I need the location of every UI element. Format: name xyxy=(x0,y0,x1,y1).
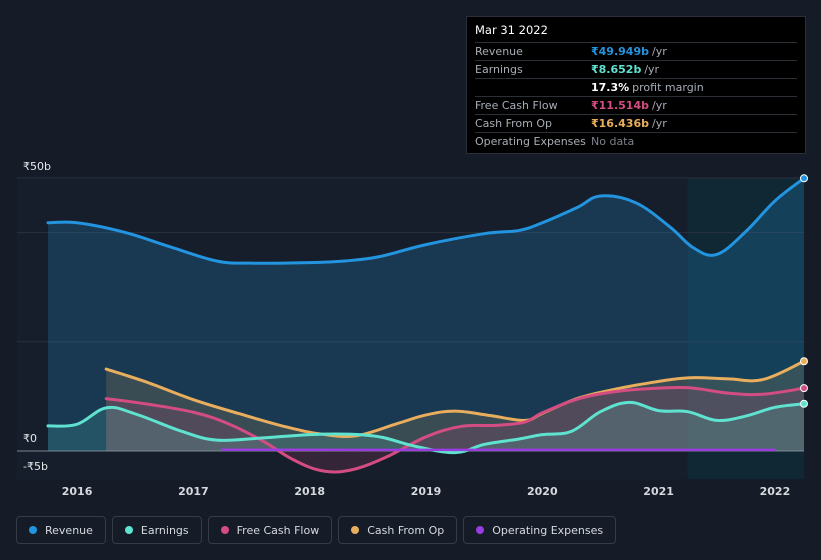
tooltip-row-value: ₹49.949b xyxy=(591,45,649,58)
x-axis-labels: 2016 2017 2018 2019 2020 2021 2022 xyxy=(62,485,790,498)
x-tick-label: 2018 xyxy=(294,485,325,498)
tooltip-row: Cash From Op ₹16.436b/yr xyxy=(475,114,797,132)
x-tick-label: 2017 xyxy=(178,485,209,498)
legend-label: Operating Expenses xyxy=(492,523,604,537)
legend-dot-icon xyxy=(29,526,37,534)
tooltip-row-unit: /yr xyxy=(651,99,667,112)
legend-dot-icon xyxy=(124,526,133,534)
tooltip-row-unit: /yr xyxy=(651,117,667,130)
tooltip-row-value: ₹8.652b xyxy=(591,63,642,76)
tooltip-row-label: Revenue xyxy=(475,45,523,58)
revenue-line xyxy=(46,176,806,265)
hover-tooltip: Mar 31 2022 Revenue ₹49.949b/yr Earnings ₹8… xyxy=(466,16,806,154)
forecast-highlight-region xyxy=(687,178,804,479)
free-cash-flow-end-point xyxy=(800,384,808,393)
series-end-markers xyxy=(800,174,808,408)
tooltip-row: 17.3% profit margin xyxy=(475,78,797,96)
y-tick-label: ₹0 xyxy=(23,432,37,445)
x-tick-label: 2021 xyxy=(643,485,674,498)
tooltip-row-label: Free Cash Flow xyxy=(475,99,558,112)
tooltip-row-label: Earnings xyxy=(475,63,523,76)
revenue-end-point xyxy=(800,174,808,183)
legend-item-revenue[interactable]: Revenue xyxy=(16,516,106,544)
tooltip-row-unit: profit margin xyxy=(632,81,704,94)
x-tick-label: 2020 xyxy=(527,485,558,498)
tooltip-date: Mar 31 2022 xyxy=(475,23,548,37)
tooltip-row-value: 17.3% xyxy=(591,81,630,94)
legend-label: Earnings xyxy=(140,523,189,537)
legend-item-earnings[interactable]: Earnings xyxy=(111,516,202,544)
tooltip-row-value: No data xyxy=(591,135,635,148)
chart-area: ₹50b ₹0 -₹5b 2016 2017 2018 2019 2020 2021 2022 xyxy=(17,160,808,498)
legend-dot-icon xyxy=(220,526,229,534)
legend-label: Cash From Op xyxy=(367,523,445,537)
chart-legend: Revenue Earnings Free Cash Flow Cash From O… xyxy=(16,516,617,544)
tooltip-row: Operating Expenses No data xyxy=(475,132,797,150)
x-tick-label: 2022 xyxy=(760,485,791,498)
x-tick-label: 2016 xyxy=(62,485,93,498)
cash-from-op-area xyxy=(106,361,804,451)
legend-item-free-cash-flow[interactable]: Free Cash Flow xyxy=(207,516,333,544)
x-tick-label: 2019 xyxy=(411,485,442,498)
revenue-area xyxy=(48,178,804,452)
cash-from-op-end-point xyxy=(800,357,808,366)
y-axis-labels: ₹50b ₹0 -₹5b xyxy=(23,160,51,473)
tooltip-row-label: Cash From Op xyxy=(475,117,553,130)
tooltip-row-label: Operating Expenses xyxy=(475,135,586,148)
legend-item-operating-expenses[interactable]: Operating Expenses xyxy=(463,516,617,544)
earnings-end-point xyxy=(800,399,808,408)
legend-dot-icon xyxy=(476,526,485,534)
y-tick-label: ₹50b xyxy=(23,160,51,173)
free-cash-flow-line xyxy=(104,385,806,474)
legend-item-cash-from-op[interactable]: Cash From Op xyxy=(338,516,458,544)
tooltip-row: Earnings ₹8.652b/yr xyxy=(475,60,797,78)
legend-label: Free Cash Flow xyxy=(236,523,320,537)
tooltip-row-value: ₹11.514b xyxy=(591,99,649,112)
tooltip-row: Free Cash Flow ₹11.514b/yr xyxy=(475,96,797,114)
tooltip-row-unit: /yr xyxy=(644,63,660,76)
y-tick-label: -₹5b xyxy=(23,460,48,473)
cash-from-op-line xyxy=(104,359,806,438)
tooltip-rows: Revenue ₹49.949b/yr Earnings ₹8.652b/yr 17.3… xyxy=(475,42,797,150)
tooltip-row: Revenue ₹49.949b/yr xyxy=(475,42,797,60)
tooltip-row-unit: /yr xyxy=(651,45,667,58)
tooltip-row-value: ₹16.436b xyxy=(591,117,649,130)
legend-dot-icon xyxy=(351,526,360,534)
series-lines xyxy=(46,176,806,474)
legend-label: Revenue xyxy=(45,523,93,537)
